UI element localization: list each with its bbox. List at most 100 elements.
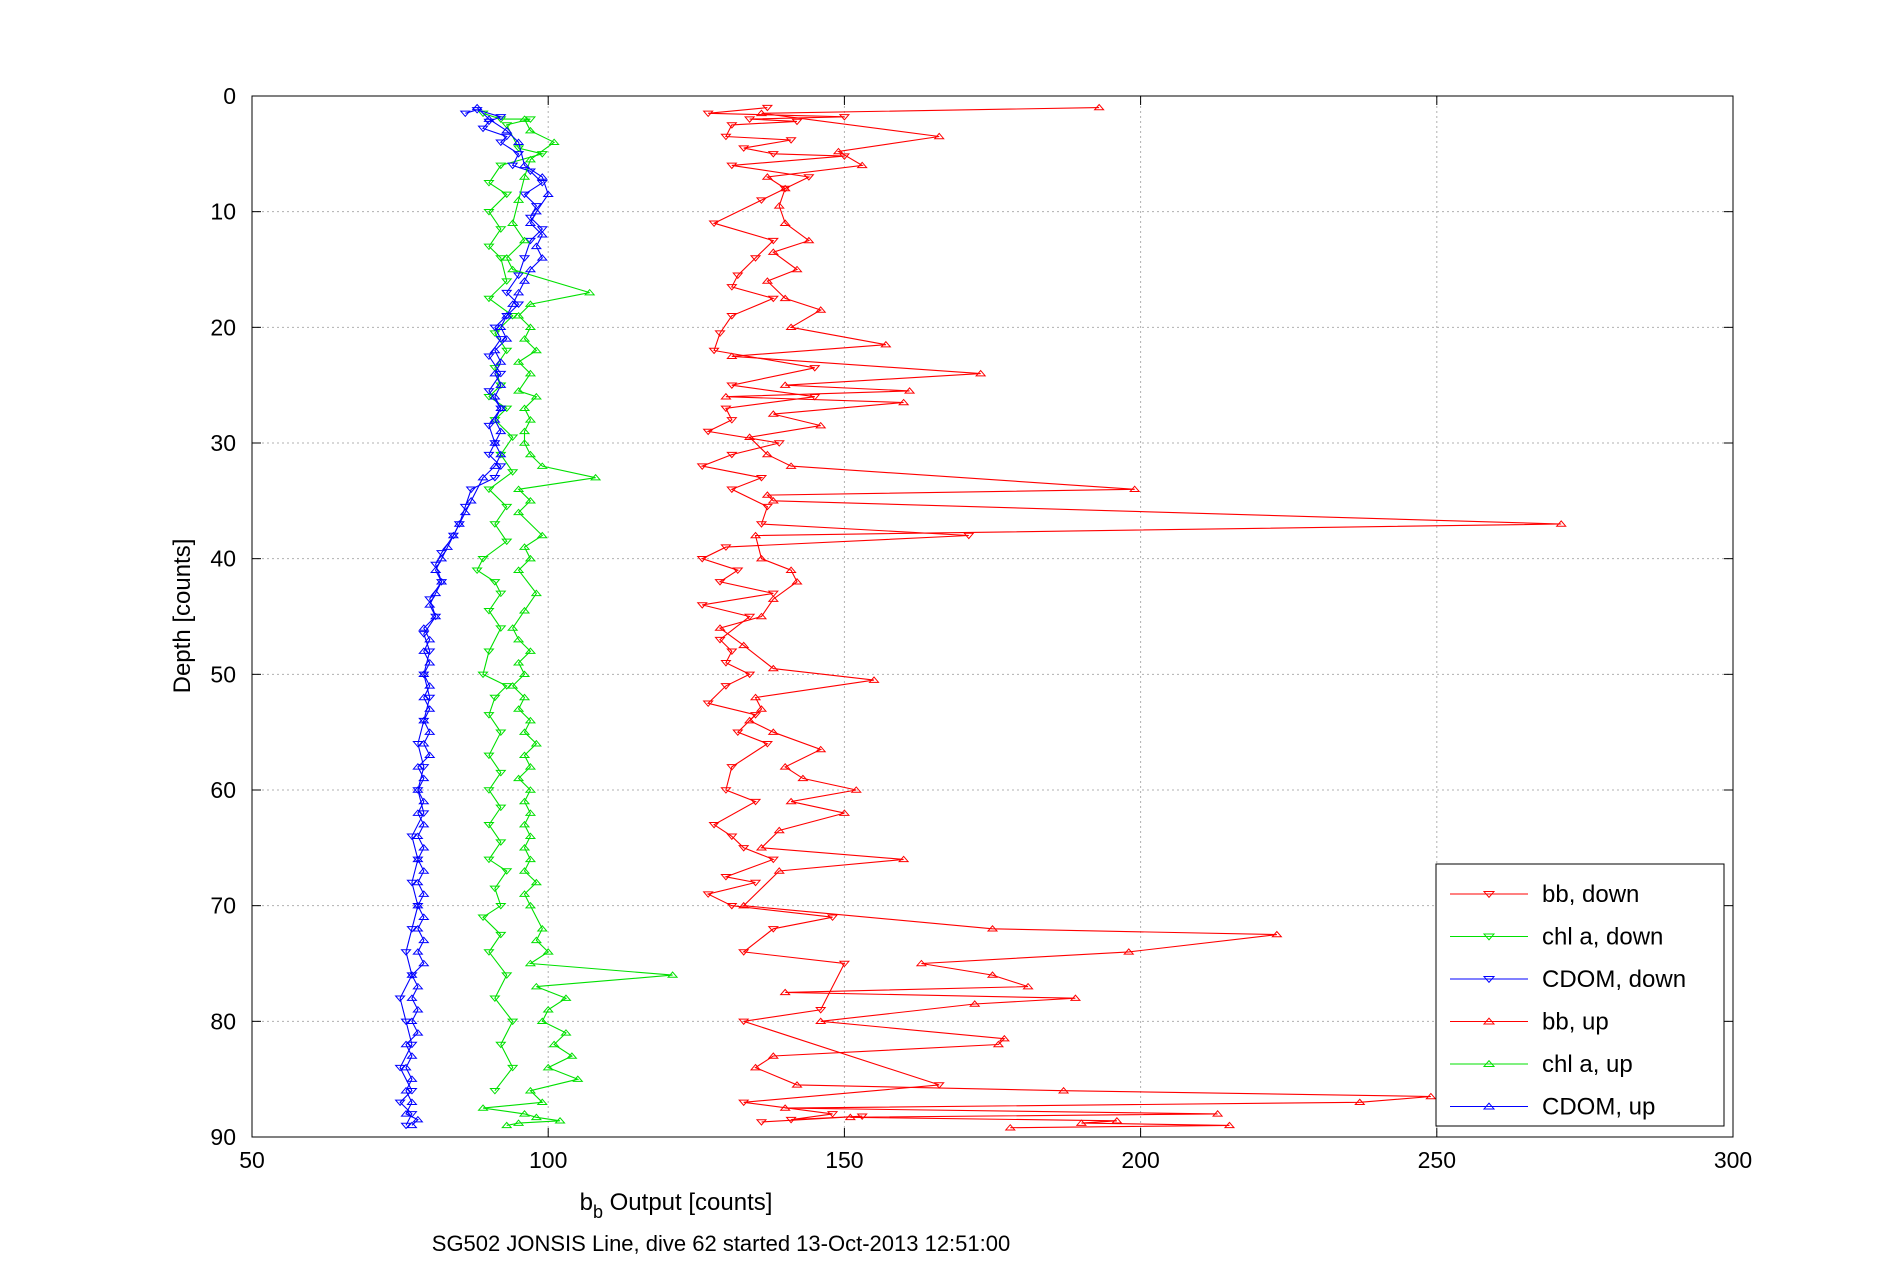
data-point-bb-up: [744, 716, 756, 724]
data-point-bb-up: [749, 1063, 762, 1071]
data-point-bb-down: [702, 700, 714, 708]
data-point-cdom-down: [418, 810, 430, 817]
data-point-bb-up: [726, 352, 738, 359]
data-point-chl-a-down: [507, 1018, 519, 1026]
data-point-cdom-down: [518, 191, 531, 199]
data-point-chl-a-down: [501, 683, 513, 690]
data-point-cdom-down: [495, 114, 507, 121]
data-point-bb-down: [755, 197, 768, 204]
data-point-chl-a-up: [524, 901, 537, 909]
data-point-bb-down: [755, 521, 768, 528]
data-point-cdom-up: [501, 126, 513, 134]
data-point-bb-down: [714, 579, 726, 586]
data-point-bb-up: [1075, 1119, 1087, 1126]
y-tick-label: 30: [210, 430, 236, 456]
data-point-cdom-up: [453, 520, 465, 527]
data-point-bb-down: [720, 660, 732, 667]
data-point-chl-a-up: [524, 647, 537, 654]
data-point-cdom-down: [501, 289, 513, 297]
data-point-bb-down: [744, 613, 756, 621]
data-point-bb-down: [744, 671, 756, 679]
data-point-cdom-up: [501, 335, 513, 342]
data-point-chl-a-down: [477, 555, 489, 563]
data-point-bb-up: [767, 664, 779, 672]
data-point-cdom-down: [495, 370, 507, 378]
data-point-cdom-up: [424, 728, 436, 735]
legend-entry-bb-down: bb, down: [1450, 881, 1639, 908]
data-point-bb-down: [826, 1111, 839, 1118]
data-point-bb-up: [903, 387, 916, 394]
data-point-chl-a-up: [518, 844, 531, 851]
data-point-bb-down: [714, 330, 726, 337]
data-point-chl-a-up: [524, 323, 537, 331]
legend-entry-cdom-up: CDOM, up: [1450, 1094, 1655, 1121]
data-point-bb-up: [785, 566, 797, 573]
data-point-bb-up: [832, 147, 845, 155]
data-point-cdom-down: [406, 926, 418, 933]
data-point-chl-a-up: [518, 820, 531, 828]
data-point-chl-a-up: [524, 300, 537, 307]
data-point-bb-down: [749, 255, 762, 262]
data-point-bb-up: [868, 676, 880, 683]
data-point-bb-up: [850, 786, 862, 793]
data-point-cdom-up: [512, 138, 525, 145]
data-point-chl-a-up: [530, 982, 542, 990]
data-point-bb-down: [744, 116, 756, 123]
data-point-chl-a-up: [507, 265, 519, 273]
data-point-bb-up: [773, 826, 785, 834]
data-point-bb-up: [767, 1052, 779, 1059]
data-point-bb-up: [779, 381, 791, 388]
series-line-bb-up: [718, 107, 1562, 1129]
data-point-bb-up: [1129, 485, 1141, 492]
data-point-cdom-up: [400, 1063, 412, 1071]
data-point-chl-a-up: [512, 508, 525, 516]
data-point-chl-a-down: [483, 712, 495, 719]
data-point-cdom-up: [430, 589, 442, 597]
data-point-bb-up: [773, 202, 785, 209]
data-point-bb-down: [726, 382, 738, 389]
data-point-bb-down: [702, 428, 714, 436]
series-line-bb-down: [700, 107, 969, 1123]
data-point-bb-up: [815, 421, 827, 429]
data-point-bb-down: [785, 1116, 797, 1124]
data-point-bb-up: [838, 809, 850, 816]
data-point-chl-a-up: [572, 1075, 584, 1082]
data-point-chl-a-down: [483, 295, 495, 303]
x-tick-label: 150: [825, 1147, 863, 1173]
data-point-chl-a-up: [518, 693, 531, 701]
data-point-cdom-up: [406, 971, 418, 978]
data-point-bb-down: [738, 845, 750, 852]
data-point-bb-down: [726, 648, 738, 656]
series-cdom-down: [394, 107, 548, 1130]
data-point-cdom-down: [483, 388, 495, 395]
plot-area-frame: [251, 95, 1734, 1138]
data-point-bb-down: [749, 712, 762, 719]
data-point-cdom-down: [483, 451, 495, 459]
data-point-chl-a-down: [495, 902, 507, 910]
data-point-chl-a-down: [477, 671, 489, 679]
data-point-chl-a-down: [483, 648, 495, 656]
data-point-chl-a-up: [512, 485, 525, 492]
data-point-bb-up: [785, 797, 797, 805]
data-point-bb-down: [761, 741, 773, 748]
data-point-cdom-up: [412, 1005, 424, 1013]
data-point-bb-down: [726, 417, 738, 424]
y-tick-labels: 0 10 20 30 40 50 60 70 80 90: [210, 83, 236, 1150]
data-point-chl-a-up: [518, 751, 531, 759]
y-tick-label: 0: [223, 83, 236, 109]
data-point-bb-up: [1271, 930, 1283, 938]
data-point-chl-a-down: [495, 162, 507, 170]
data-point-chl-a-down: [489, 579, 501, 586]
x-axis-label: bb Output [counts]: [580, 1189, 773, 1222]
data-point-cdom-down: [394, 1099, 406, 1107]
data-point-cdom-up: [530, 207, 542, 215]
data-point-bb-up: [1022, 982, 1034, 990]
data-point-chl-a-down: [483, 243, 495, 251]
data-point-bb-up: [755, 109, 768, 117]
data-point-chl-a-up: [524, 126, 537, 134]
data-point-cdom-up: [495, 404, 507, 412]
legend-label: bb, up: [1542, 1009, 1609, 1036]
data-point-chl-a-up: [667, 971, 679, 978]
data-point-bb-down: [785, 137, 797, 144]
